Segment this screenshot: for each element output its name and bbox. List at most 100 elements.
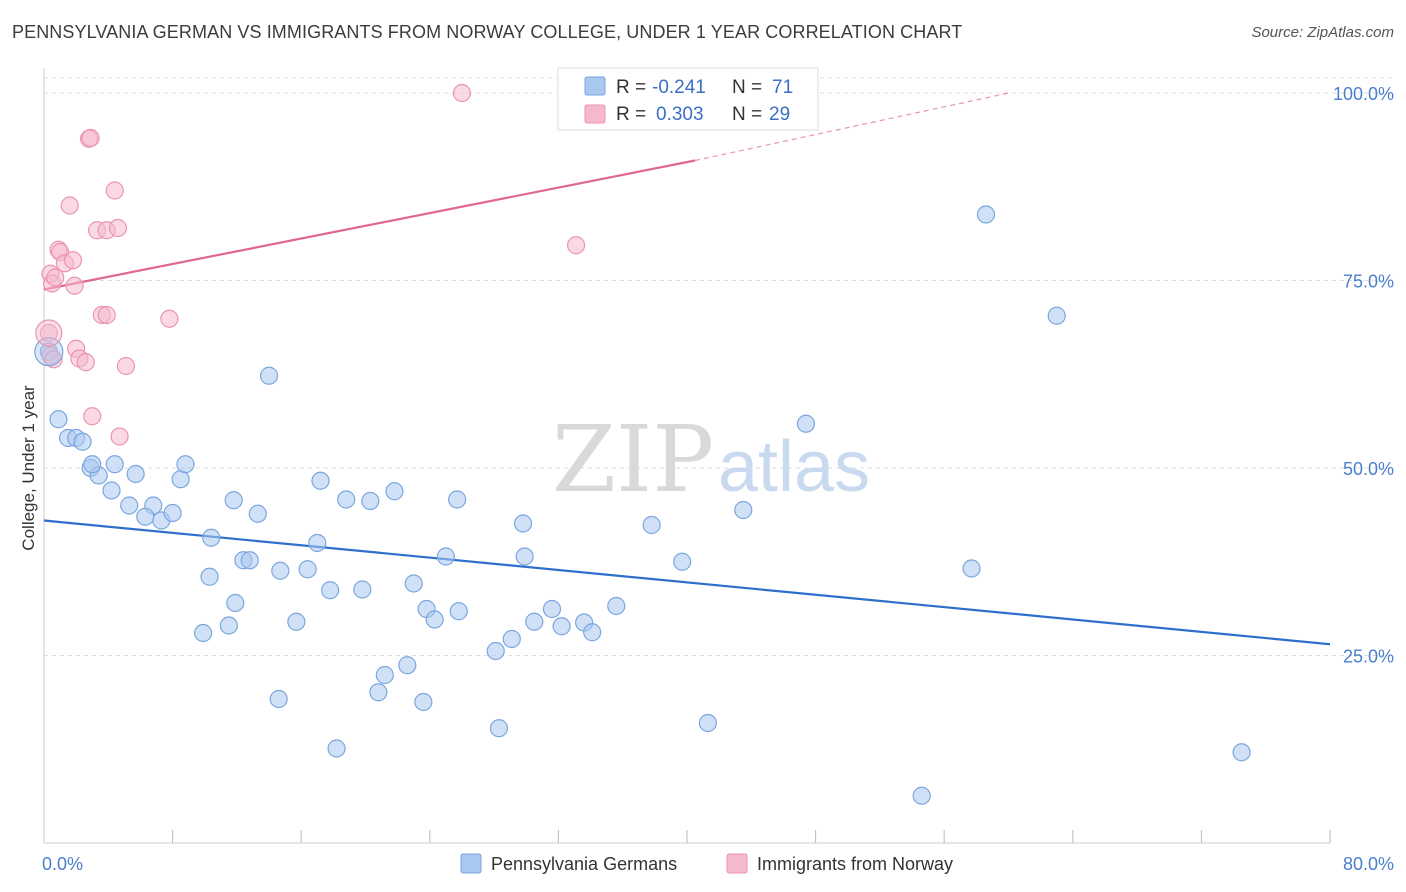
point-immigrants-from-norway	[46, 268, 65, 287]
point-pennsylvania-germans	[642, 515, 661, 535]
point-immigrants-from-norway-large	[35, 319, 63, 347]
y-tick-label: 50.0%	[1343, 459, 1394, 479]
trend-lines	[43, 92, 1331, 646]
stats-n-label-2: N =	[732, 104, 762, 125]
point-pennsylvania-germans	[1232, 743, 1251, 762]
legend-label-series2: Immigrants from Norway	[757, 854, 953, 874]
chart-title: PENNSYLVANIA GERMAN VS IMMIGRANTS FROM N…	[12, 22, 963, 42]
stats-n-label-1: N =	[732, 77, 762, 98]
point-immigrants-from-norway	[83, 407, 102, 426]
point-pennsylvania-germans	[502, 629, 521, 649]
point-pennsylvania-germans	[583, 623, 602, 642]
point-pennsylvania-germans	[976, 205, 996, 224]
point-pennsylvania-germans	[425, 610, 444, 629]
point-pennsylvania-germans	[120, 496, 139, 515]
point-pennsylvania-germans	[448, 490, 467, 509]
point-pennsylvania-germans	[163, 503, 182, 523]
point-immigrants-from-norway	[76, 353, 95, 372]
point-pennsylvania-germans	[369, 683, 388, 702]
point-pennsylvania-germans	[486, 641, 505, 661]
point-pennsylvania-germans	[607, 596, 626, 616]
legend: Pennsylvania Germans Immigrants from Nor…	[460, 853, 953, 874]
point-pennsylvania-germans	[171, 470, 190, 489]
point-pennsylvania-germans	[176, 455, 195, 474]
point-immigrants-from-norway	[97, 305, 116, 325]
point-pennsylvania-germans	[673, 552, 692, 571]
source-label: Source: ZipAtlas.com	[1251, 24, 1394, 41]
y-tick-label: 25.0%	[1343, 647, 1394, 667]
point-pennsylvania-germans	[398, 656, 417, 675]
point-pennsylvania-germans	[102, 481, 121, 500]
point-pennsylvania-germans	[321, 581, 340, 600]
stats-swatch-series1	[584, 76, 606, 96]
point-pennsylvania-germans	[698, 713, 717, 733]
point-pennsylvania-germans	[404, 574, 423, 593]
x-tick-label: 0.0%	[42, 854, 83, 874]
point-pennsylvania-germans	[49, 410, 68, 429]
point-pennsylvania-germans	[327, 739, 346, 758]
point-pennsylvania-germans	[248, 504, 267, 523]
point-immigrants-from-norway	[81, 128, 100, 148]
stats-n-value-2: 29	[769, 104, 790, 125]
point-pennsylvania-germans	[259, 366, 279, 385]
point-pennsylvania-germans	[194, 623, 213, 643]
point-pennsylvania-germans	[962, 559, 981, 578]
watermark-zip: ZIP	[552, 406, 714, 513]
point-pennsylvania-germans	[1047, 306, 1066, 325]
point-pennsylvania-germans	[436, 547, 455, 566]
point-immigrants-from-norway	[39, 323, 58, 343]
point-immigrants-from-norway	[110, 427, 129, 446]
stats-box: R = -0.241 N = 71 R = 0.303 N = 29	[557, 67, 819, 131]
point-pennsylvania-germans	[449, 602, 468, 621]
axes	[43, 68, 1331, 844]
stats-r-value-2: 0.303	[656, 104, 704, 125]
legend-label-series1: Pennsylvania Germans	[491, 854, 677, 874]
point-pennsylvania-germans	[200, 567, 219, 586]
legend-swatch-series2	[726, 853, 748, 874]
point-pennsylvania-germans	[734, 500, 753, 520]
stats-swatch-series2	[584, 104, 606, 124]
tick-labels: 25.0% 50.0% 75.0% 100.0% 0.0% 80.0%	[42, 84, 1394, 874]
point-pennsylvania-germans	[287, 612, 306, 631]
point-pennsylvania-germans	[796, 414, 816, 433]
point-immigrants-from-norway	[65, 276, 84, 295]
point-pennsylvania-germans	[375, 665, 394, 685]
point-pennsylvania-germans	[240, 551, 259, 570]
point-pennsylvania-germans	[361, 491, 380, 511]
point-immigrants-from-norway	[60, 196, 79, 215]
point-pennsylvania-germans	[515, 547, 534, 566]
x-tick-label: 80.0%	[1343, 854, 1394, 874]
point-pennsylvania-germans	[126, 464, 145, 484]
point-pennsylvania-germans	[226, 593, 245, 613]
trend-line-series2	[43, 159, 696, 291]
stats-r-value-1: -0.241	[652, 77, 706, 98]
watermark: ZIP atlas	[552, 406, 870, 513]
point-pennsylvania-germans	[414, 692, 433, 712]
stats-r-label-1: R =	[616, 77, 646, 98]
stats-n-value-1: 71	[772, 77, 793, 98]
point-pennsylvania-germans	[353, 580, 372, 599]
point-immigrants-from-norway	[63, 251, 83, 270]
watermark-atlas: atlas	[718, 427, 870, 507]
grid-lines	[44, 77, 1394, 656]
point-pennsylvania-germans	[525, 612, 544, 631]
point-immigrants-from-norway	[566, 236, 586, 255]
point-pennsylvania-germans	[552, 617, 571, 636]
stats-r-label-2: R =	[616, 104, 646, 125]
point-pennsylvania-germans	[83, 455, 102, 474]
point-immigrants-from-norway	[105, 181, 124, 200]
trend-line-series1	[43, 519, 1331, 646]
point-pennsylvania-germans	[202, 528, 221, 547]
point-pennsylvania-germans	[271, 561, 290, 580]
point-immigrants-from-norway	[108, 218, 128, 238]
point-pennsylvania-germans	[73, 432, 92, 451]
point-pennsylvania-germans	[337, 490, 356, 509]
point-pennsylvania-germans	[224, 491, 243, 510]
point-pennsylvania-germans	[105, 455, 124, 474]
point-immigrants-from-norway	[452, 83, 472, 103]
point-pennsylvania-germans	[489, 719, 509, 738]
point-pennsylvania-germans	[308, 533, 327, 553]
point-pennsylvania-germans	[542, 599, 562, 619]
point-pennsylvania-germans	[136, 507, 155, 526]
